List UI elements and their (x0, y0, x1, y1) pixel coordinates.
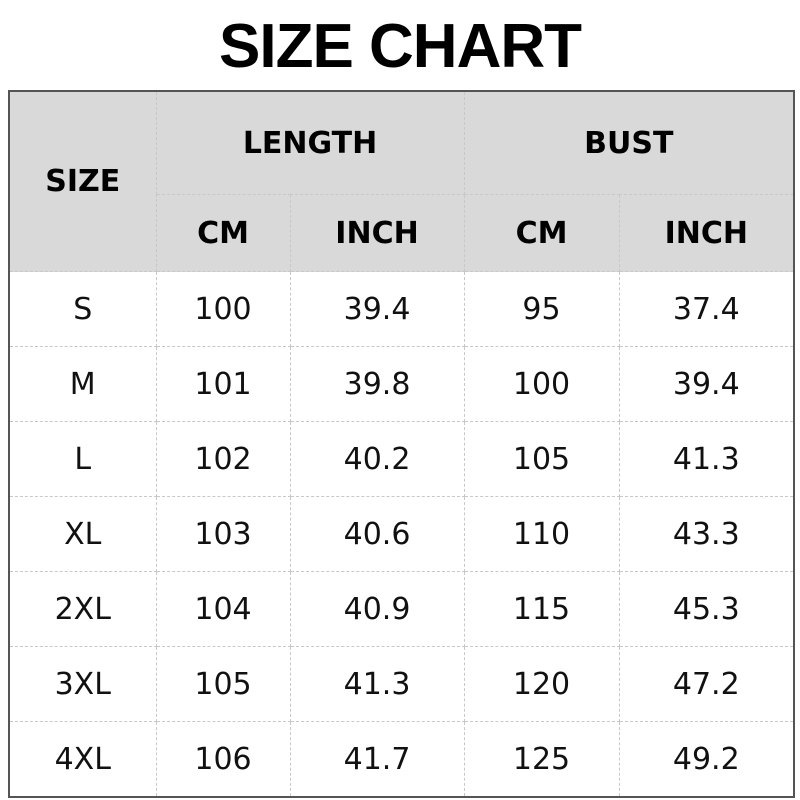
header-length-cm: CM (155, 194, 291, 272)
cell-length-inch: 40.2 (289, 421, 465, 497)
cell-length-inch: 40.6 (289, 496, 465, 572)
cell-length-cm: 100 (155, 271, 291, 347)
cell-length-cm: 104 (155, 571, 291, 647)
table-row: L 102 40.2 105 41.3 (8, 421, 795, 497)
cell-length-inch: 40.9 (289, 571, 465, 647)
cell-length-inch: 41.3 (289, 646, 465, 722)
cell-size: XL (8, 496, 157, 572)
cell-bust-cm: 110 (463, 496, 620, 572)
cell-length-cm: 101 (155, 346, 291, 422)
cell-bust-inch: 45.3 (618, 571, 795, 647)
cell-bust-inch: 37.4 (618, 271, 795, 347)
table-row: 2XL 104 40.9 115 45.3 (8, 571, 795, 647)
cell-bust-inch: 43.3 (618, 496, 795, 572)
cell-bust-cm: 95 (463, 271, 620, 347)
header-size: SIZE (8, 90, 157, 272)
cell-bust-cm: 100 (463, 346, 620, 422)
cell-bust-inch: 49.2 (618, 721, 795, 798)
cell-bust-cm: 115 (463, 571, 620, 647)
table-row: XL 103 40.6 110 43.3 (8, 496, 795, 572)
cell-size: 2XL (8, 571, 157, 647)
cell-length-inch: 41.7 (289, 721, 465, 798)
cell-bust-inch: 47.2 (618, 646, 795, 722)
cell-bust-inch: 39.4 (618, 346, 795, 422)
cell-size: L (8, 421, 157, 497)
cell-bust-cm: 125 (463, 721, 620, 798)
cell-length-inch: 39.8 (289, 346, 465, 422)
cell-length-inch: 39.4 (289, 271, 465, 347)
header-bust: BUST (463, 90, 795, 195)
header-length: LENGTH (155, 90, 465, 195)
cell-length-cm: 102 (155, 421, 291, 497)
table-row: M 101 39.8 100 39.4 (8, 346, 795, 422)
cell-size: M (8, 346, 157, 422)
cell-bust-cm: 120 (463, 646, 620, 722)
cell-bust-cm: 105 (463, 421, 620, 497)
cell-size: 3XL (8, 646, 157, 722)
cell-length-cm: 103 (155, 496, 291, 572)
table-row: S 100 39.4 95 37.4 (8, 271, 795, 347)
cell-length-cm: 105 (155, 646, 291, 722)
cell-size: 4XL (8, 721, 157, 798)
table-row: 3XL 105 41.3 120 47.2 (8, 646, 795, 722)
cell-length-cm: 106 (155, 721, 291, 798)
size-chart-table: SIZE LENGTH BUST CM INCH CM INCH S 100 39.… (8, 90, 796, 798)
header-length-inch: INCH (289, 194, 465, 272)
page-title: SIZE CHART (219, 12, 582, 81)
table-row: 4XL 106 41.7 125 49.2 (8, 721, 795, 798)
cell-bust-inch: 41.3 (618, 421, 795, 497)
header-bust-inch: INCH (618, 194, 795, 272)
header-bust-cm: CM (463, 194, 620, 272)
cell-size: S (8, 271, 157, 347)
